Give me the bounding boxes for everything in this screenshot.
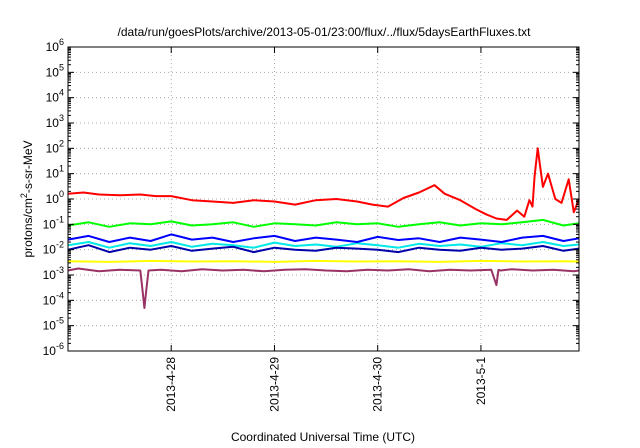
y-axis-ticks: 10-6 10-5 10-4 10-3 10-2 10-1 100 101 102 103 104 1… (43, 37, 579, 358)
series-line-5 (67, 244, 580, 254)
series-line-4 (67, 233, 580, 243)
x-tick-label: 2013-4-30 (371, 357, 385, 412)
x-axis-label: Coordinated Universal Time (UTC) (231, 430, 415, 444)
series-line-6 (67, 259, 580, 263)
y-axis-label-rest: -s-sr-MeV (21, 140, 35, 193)
chart-title: /data/run/goesPlots/archive/2013-05-01/2… (118, 25, 532, 39)
grid-lines (68, 47, 579, 351)
y-tick-label: 103 (46, 113, 64, 130)
x-tick-label: 2013-4-29 (267, 357, 281, 412)
y-tick-label: 106 (46, 37, 64, 54)
y-tick-label: 105 (46, 62, 64, 79)
y-axis-label-superscript: 2 (19, 193, 29, 198)
y-axis-label: protons/cm2-s-sr-MeV (19, 140, 35, 257)
y-tick-label: 104 (46, 88, 64, 105)
x-tick-label: 2013-4-28 (164, 357, 178, 412)
y-axis-label-base: protons/cm (21, 198, 35, 257)
y-tick-label: 10-4 (43, 290, 64, 307)
series-line-7 (67, 267, 580, 309)
y-tick-label: 101 (46, 164, 64, 181)
y-tick-label: 10-2 (43, 240, 64, 257)
y-tick-label: 10-5 (43, 316, 64, 333)
x-axis-ticks: 2013-4-28 2013-4-29 2013-4-30 2013-5-1 (164, 47, 488, 412)
series-line-3 (67, 241, 580, 249)
x-tick-label: 2013-5-1 (474, 357, 488, 405)
series-line-2 (67, 218, 580, 228)
y-tick-label: 10-1 (43, 214, 64, 231)
series-line-1 (67, 147, 580, 221)
y-tick-label: 10-6 (43, 341, 64, 358)
series-lines (67, 147, 580, 309)
y-tick-label: 10-3 (43, 265, 64, 282)
y-tick-label: 102 (46, 138, 64, 155)
y-tick-label: 100 (46, 189, 64, 206)
